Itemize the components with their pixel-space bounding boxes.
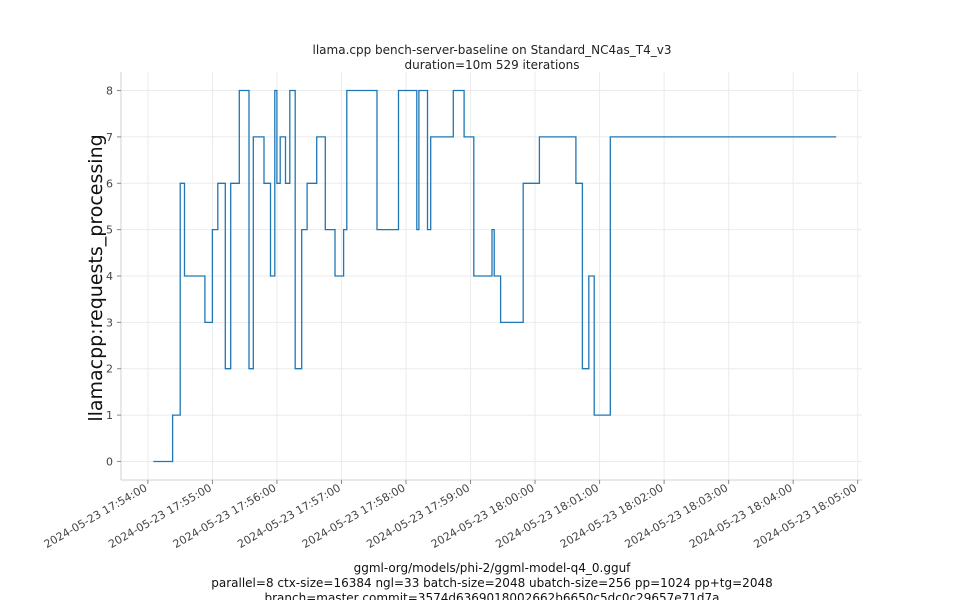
x-tick-label: 2024-05-23 17:59:00 [364, 481, 472, 551]
x-tick-label: 2024-05-23 18:03:00 [622, 481, 730, 551]
chart-title: llama.cpp bench-server-baseline on Stand… [313, 43, 672, 57]
x-tick-label: 2024-05-23 18:02:00 [558, 481, 666, 551]
x-tick-label: 2024-05-23 18:04:00 [687, 481, 795, 551]
x-tick-label: 2024-05-23 17:58:00 [300, 481, 408, 551]
y-tick-label: 2 [106, 363, 113, 376]
series-line-requests-processing [153, 89, 837, 463]
x-tick-label: 2024-05-23 17:57:00 [235, 481, 343, 551]
chart-subtitle: duration=10m 529 iterations [405, 58, 580, 72]
x-tick-label: 2024-05-23 17:54:00 [42, 481, 150, 551]
x-tick-label: 2024-05-23 18:01:00 [493, 481, 601, 551]
y-axis-label: llamacpp:requests_processing [85, 134, 107, 421]
y-tick-label: 7 [106, 131, 113, 144]
y-tick-label: 1 [106, 409, 113, 422]
footer-params: parallel=8 ctx-size=16384 ngl=33 batch-s… [211, 576, 772, 590]
x-tick-label: 2024-05-23 18:00:00 [429, 481, 537, 551]
x-tick-label: 2024-05-23 17:56:00 [171, 481, 279, 551]
footer-branch: branch=master commit=3574d6369018002662b… [265, 591, 720, 600]
x-tick-label: 2024-05-23 17:55:00 [106, 481, 214, 551]
y-tick-label: 6 [106, 177, 113, 190]
y-tick-label: 8 [106, 85, 113, 98]
y-axis: 0 1 2 3 4 5 6 7 8 [106, 85, 121, 468]
y-tick-label: 0 [106, 455, 113, 468]
y-tick-label: 3 [106, 316, 113, 329]
y-tick-label: 5 [106, 224, 113, 237]
y-tick-label: 4 [106, 270, 113, 283]
footer-model: ggml-org/models/phi-2/ggml-model-q4_0.gg… [354, 561, 632, 575]
x-tick-label: 2024-05-23 18:05:00 [752, 481, 860, 551]
